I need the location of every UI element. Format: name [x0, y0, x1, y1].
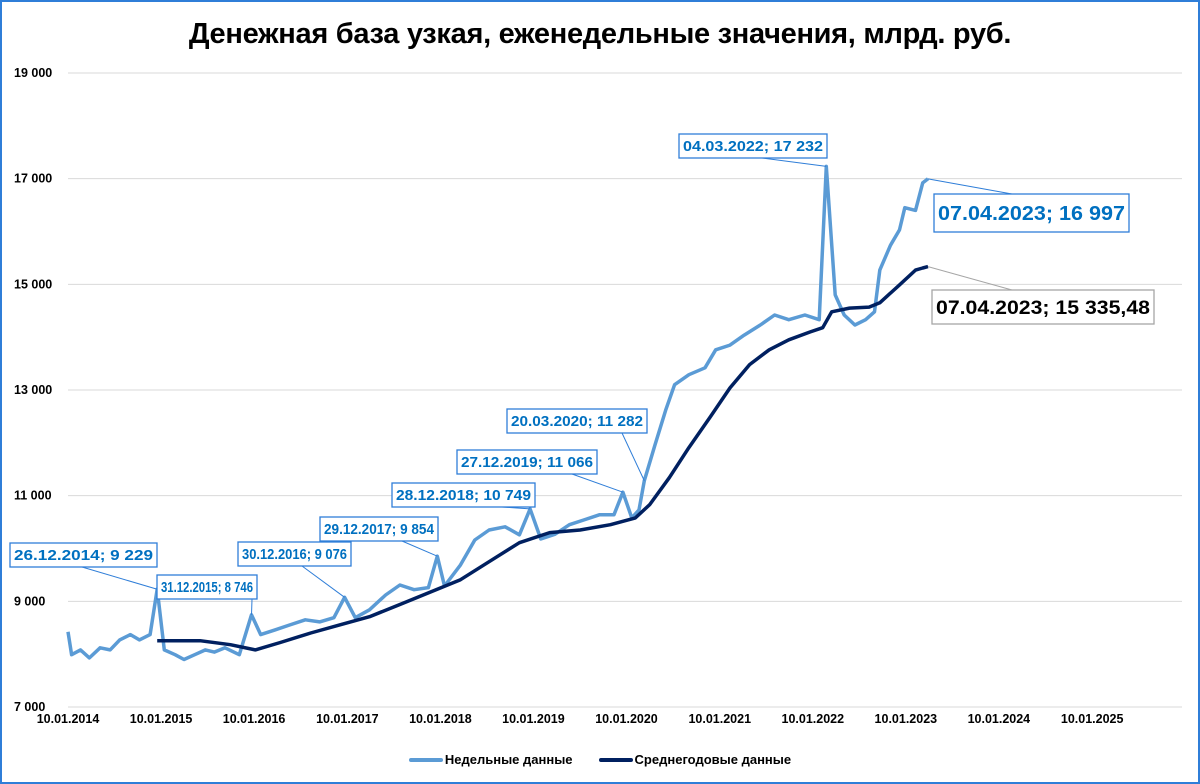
x-tick-label: 10.01.2015 — [130, 712, 193, 726]
annotation-label: 07.04.2023; 15 335,48 — [936, 298, 1150, 319]
y-tick-label: 17 000 — [14, 172, 52, 186]
y-tick-label: 7 000 — [14, 700, 45, 714]
annotation-label: 29.12.2017; 9 854 — [324, 522, 434, 538]
annotation-label: 26.12.2014; 9 229 — [14, 548, 153, 564]
chart-title: Денежная база узкая, еженедельные значен… — [188, 18, 1012, 50]
y-tick-label: 19 000 — [14, 66, 52, 80]
y-tick-label: 11 000 — [14, 489, 52, 503]
annotation-box — [506, 408, 648, 434]
annotation-label: 27.12.2019; 11 066 — [461, 455, 593, 471]
x-tick-label: 10.01.2021 — [688, 712, 751, 726]
annotation-leader-line — [927, 266, 1013, 291]
annotation-box — [9, 542, 158, 568]
x-tick-label: 10.01.2020 — [595, 712, 658, 726]
x-tick-label: 10.01.2016 — [223, 712, 286, 726]
annotation-callout: 29.12.2017; 9 854 — [319, 516, 439, 557]
average-series-line — [157, 264, 929, 652]
legend-item-weekly: Недельные данные — [408, 752, 573, 767]
annotation-label: 30.12.2016; 9 076 — [242, 547, 347, 563]
annotation-label: 31.12.2015; 8 746 — [161, 580, 253, 596]
x-tick-label: 10.01.2019 — [502, 712, 565, 726]
legend-item-average: Среднегодовые данные — [598, 752, 792, 767]
annotation-callout: 04.03.2022; 17 232 — [678, 133, 828, 167]
annotation-callout: 26.12.2014; 9 229 — [9, 542, 158, 590]
annotation-box — [931, 289, 1155, 325]
annotation-label: 07.04.2023; 16 997 — [938, 203, 1125, 225]
annotation-label: 04.03.2022; 17 232 — [683, 139, 823, 155]
annotation-callout: 31.12.2015; 8 746 — [156, 574, 258, 615]
annotation-leader-line — [571, 473, 624, 493]
weekly-series-line — [66, 164, 930, 662]
annotation-box — [456, 449, 598, 475]
annotation-leader-line — [927, 178, 1013, 195]
x-tick-label: 10.01.2022 — [782, 712, 845, 726]
y-tick-label: 9 000 — [14, 594, 45, 608]
y-tick-label: 15 000 — [14, 277, 52, 291]
annotation-callout: 07.04.2023; 16 997 — [927, 178, 1130, 233]
legend-swatch-weekly — [408, 757, 443, 762]
annotation-box — [237, 541, 352, 567]
x-tick-label: 10.01.2023 — [875, 712, 938, 726]
x-tick-label: 10.01.2025 — [1061, 712, 1124, 726]
legend-label-weekly: Недельные данные — [444, 752, 573, 767]
annotation-leader-line — [401, 540, 438, 557]
annotation-leader-line — [761, 157, 827, 167]
x-tick-label: 10.01.2014 — [37, 712, 100, 726]
y-tick-label: 13 000 — [14, 383, 52, 397]
annotation-callout: 20.03.2020; 11 282 — [506, 408, 648, 481]
legend: Недельные данные Среднегодовые данные — [2, 752, 1198, 767]
annotation-label: 20.03.2020; 11 282 — [511, 414, 643, 430]
annotation-leader-line — [81, 566, 158, 590]
annotation-callout: 07.04.2023; 15 335,48 — [927, 266, 1155, 325]
annotation-callout: 27.12.2019; 11 066 — [456, 449, 624, 493]
annotation-box — [933, 193, 1130, 233]
x-tick-label: 10.01.2017 — [316, 712, 379, 726]
annotation-leader-line — [301, 565, 345, 598]
annotation-callout: 28.12.2018; 10 749 — [391, 482, 536, 510]
legend-swatch-average — [598, 757, 633, 762]
annotation-box — [156, 574, 258, 600]
x-tick-label: 10.01.2024 — [968, 712, 1031, 726]
annotation-box — [319, 516, 439, 542]
annotation-box — [391, 482, 536, 508]
annotation-callout: 30.12.2016; 9 076 — [237, 541, 352, 598]
annotation-box — [678, 133, 828, 159]
legend-label-average: Среднегодовые данные — [634, 752, 792, 767]
x-tick-label: 10.01.2018 — [409, 712, 472, 726]
annotation-label: 28.12.2018; 10 749 — [396, 488, 531, 504]
annotation-leader-line — [621, 432, 645, 481]
